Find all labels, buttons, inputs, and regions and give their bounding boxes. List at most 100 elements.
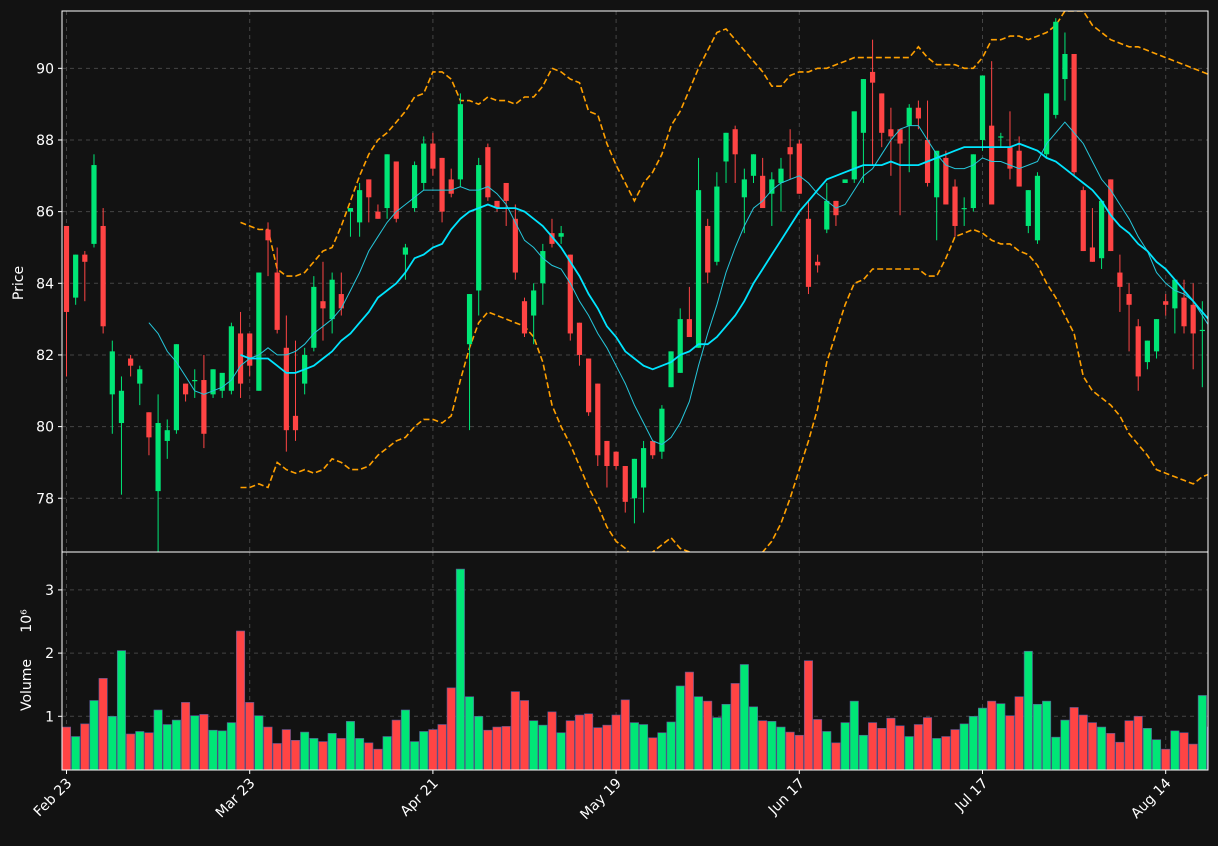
volume-bar xyxy=(181,702,189,770)
candle-body xyxy=(348,208,353,212)
volume-bar xyxy=(1180,733,1188,770)
volume-bar xyxy=(218,731,226,770)
price-tick-label: 78 xyxy=(36,491,54,507)
volume-axis-label: Volume xyxy=(19,659,35,711)
volume-tick-label: 3 xyxy=(45,583,54,599)
volume-bar xyxy=(823,731,831,770)
volume-bar xyxy=(859,735,867,770)
price-tick-label: 80 xyxy=(36,420,54,436)
candle-body xyxy=(247,333,252,365)
volume-bar xyxy=(621,700,629,770)
candle-body xyxy=(1181,298,1186,327)
candle-body xyxy=(137,369,142,383)
volume-bar xyxy=(227,723,235,770)
volume-bar xyxy=(282,730,290,770)
volume-bar xyxy=(529,721,537,770)
candle-body xyxy=(559,233,564,237)
volume-bar xyxy=(749,707,757,770)
price-tick-label: 82 xyxy=(36,348,54,364)
candle-body xyxy=(843,179,848,183)
volume-bar xyxy=(566,721,574,770)
candle-body xyxy=(146,412,151,437)
volume-bar xyxy=(1052,737,1060,770)
candle-body xyxy=(998,136,1003,137)
volume-tick-label: 1 xyxy=(45,709,54,725)
candle-body xyxy=(311,287,316,348)
volume-bar xyxy=(273,743,281,770)
candle-body xyxy=(1126,294,1131,305)
candle-body xyxy=(1154,319,1159,351)
price-tick-label: 90 xyxy=(36,61,54,77)
volume-bar xyxy=(841,723,849,770)
candle-body xyxy=(623,466,628,502)
price-tick-label: 88 xyxy=(36,133,54,149)
volume-bar xyxy=(1024,651,1032,770)
volume-bar xyxy=(786,732,794,770)
volume-bar xyxy=(740,664,748,770)
candle-body xyxy=(797,144,802,194)
volume-bar xyxy=(584,714,592,770)
volume-bar xyxy=(1125,721,1133,770)
volume-bar xyxy=(365,743,373,770)
candle-body xyxy=(430,144,435,169)
volume-bar xyxy=(539,725,547,770)
candle-body xyxy=(632,459,637,498)
volume-bar xyxy=(374,749,382,770)
candle-body xyxy=(879,93,884,132)
candle-body xyxy=(467,294,472,344)
volume-bar xyxy=(126,734,134,770)
volume-bar xyxy=(850,701,858,770)
volume-bar xyxy=(676,686,684,770)
candle-body xyxy=(385,154,390,208)
volume-axis-exponent: 10⁶ xyxy=(19,609,35,633)
candle-body xyxy=(1117,273,1122,287)
candle-body xyxy=(284,348,289,430)
candle-body xyxy=(980,75,985,139)
candle-body xyxy=(531,290,536,315)
volume-bar xyxy=(71,737,79,770)
volume-bar xyxy=(355,738,363,770)
volume-bar xyxy=(704,701,712,770)
candle-body xyxy=(815,262,820,266)
volume-bar xyxy=(1097,727,1105,770)
candle-body xyxy=(275,273,280,330)
volume-bar xyxy=(392,720,400,770)
volume-bar xyxy=(795,735,803,770)
volume-bar xyxy=(346,721,354,770)
candle-body xyxy=(733,129,738,154)
candle-body xyxy=(1062,54,1067,79)
volume-bar xyxy=(1042,701,1050,770)
volume-bar xyxy=(603,725,611,770)
candle-body xyxy=(604,441,609,466)
candle-body xyxy=(824,201,829,230)
candle-body xyxy=(1081,190,1086,251)
candle-body xyxy=(476,165,481,290)
candle-body xyxy=(916,108,921,119)
volume-bar xyxy=(319,742,327,770)
candle-body xyxy=(64,226,69,312)
volume-bar xyxy=(685,672,693,770)
candle-body xyxy=(1163,301,1168,305)
candle-body xyxy=(522,301,527,333)
candle-body xyxy=(751,154,756,175)
volume-bar xyxy=(191,716,199,770)
volume-bar xyxy=(154,710,162,770)
volume-bar xyxy=(493,727,501,770)
candle-body xyxy=(595,384,600,456)
candle-body xyxy=(183,384,188,395)
volume-bar xyxy=(951,730,959,770)
volume-bar xyxy=(465,697,473,770)
volume-bar xyxy=(172,720,180,770)
volume-bar xyxy=(163,725,171,770)
volume-bar xyxy=(1116,742,1124,770)
candle-body xyxy=(458,104,463,179)
candle-body xyxy=(119,391,124,423)
volume-bar xyxy=(300,732,308,770)
volume-bar xyxy=(420,731,428,770)
candle-body xyxy=(156,423,161,491)
volume-bar xyxy=(667,722,675,770)
volume-bar xyxy=(310,738,318,770)
candle-body xyxy=(165,430,170,441)
volume-bar xyxy=(777,727,785,770)
